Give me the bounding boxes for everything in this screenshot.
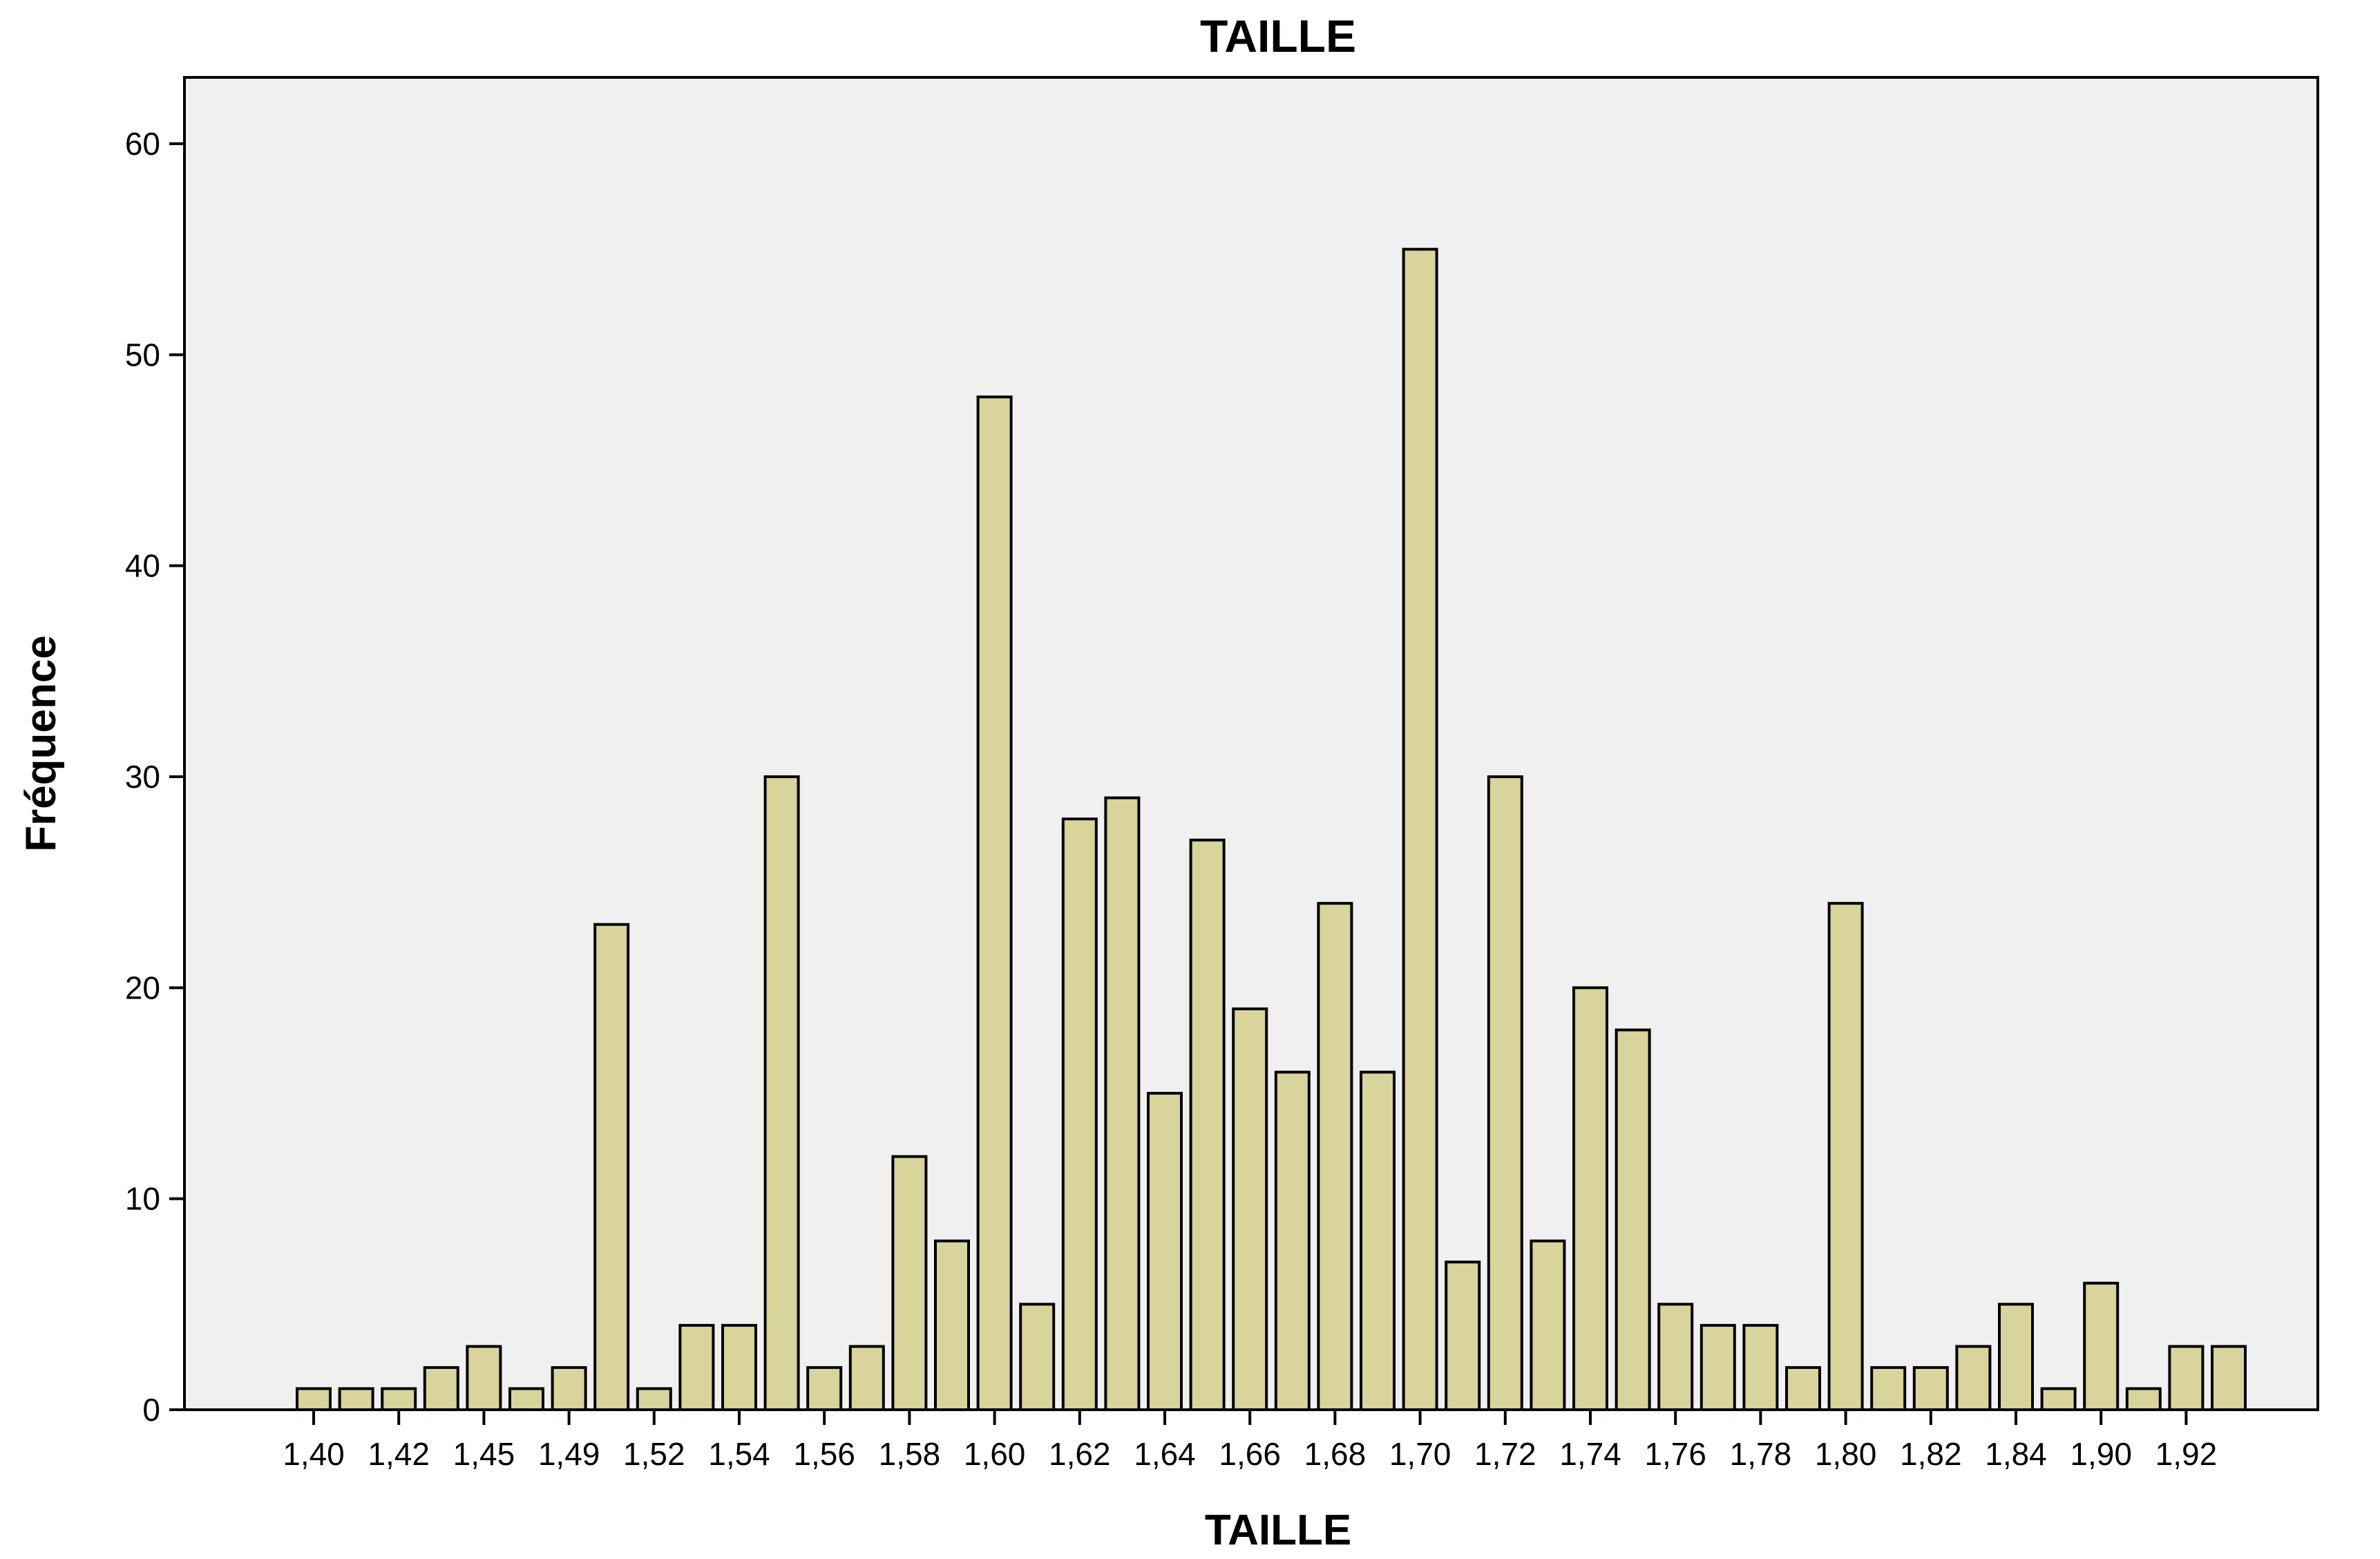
bar: [721, 1323, 757, 1412]
bar: [1317, 902, 1353, 1411]
bar: [2125, 1387, 2162, 1412]
y-tick-label: 30: [125, 759, 160, 795]
x-tick-label: 1,92: [2155, 1436, 2218, 1472]
x-tick-label: 1,66: [1219, 1436, 1281, 1472]
bar: [1700, 1323, 1736, 1412]
bar: [1487, 775, 1523, 1411]
bar: [508, 1387, 544, 1412]
bar: [848, 1345, 885, 1412]
bar: [806, 1366, 843, 1412]
y-tick-label: 0: [142, 1392, 160, 1428]
x-tick-label: 1,60: [964, 1436, 1026, 1472]
bar: [1615, 1028, 1651, 1411]
bar: [1402, 247, 1438, 1412]
bar: [636, 1387, 672, 1412]
x-tick-label: 1,52: [623, 1436, 685, 1472]
bar: [976, 395, 1013, 1411]
y-tick-label: 10: [125, 1181, 160, 1217]
x-tick-label: 1,56: [793, 1436, 855, 1472]
x-tick-label: 1,72: [1474, 1436, 1536, 1472]
bar: [1360, 1070, 1396, 1411]
x-tick-label: 1,80: [1815, 1436, 1877, 1472]
bar: [678, 1323, 715, 1412]
bar: [1998, 1303, 2034, 1412]
bar: [466, 1345, 502, 1412]
x-tick-label: 1,90: [2070, 1436, 2132, 1472]
bar: [1955, 1345, 1992, 1412]
x-tick-label: 1,84: [1985, 1436, 2047, 1472]
x-tick-label: 1,70: [1389, 1436, 1451, 1472]
bar: [423, 1366, 459, 1412]
bar: [1530, 1239, 1566, 1411]
bars: [296, 247, 2247, 1412]
y-axis: 0 10 20 30 40 50 60: [125, 126, 184, 1428]
bar: [2083, 1281, 2120, 1412]
x-tick-label: 1,45: [453, 1436, 515, 1472]
bar: [551, 1366, 587, 1412]
bar: [1061, 818, 1098, 1411]
x-tick-label: 1,82: [1900, 1436, 1962, 1472]
x-axis-title: TAILLE: [1205, 1506, 1351, 1554]
bar: [1274, 1070, 1311, 1411]
x-tick-label: 1,40: [283, 1436, 345, 1472]
bar: [934, 1239, 970, 1411]
bar: [891, 1155, 928, 1411]
bar: [593, 923, 630, 1411]
x-tick-label: 1,54: [708, 1436, 770, 1472]
bar: [381, 1387, 417, 1412]
chart-title: TAILLE: [1200, 10, 1356, 62]
bar: [1019, 1303, 1056, 1412]
bar: [1912, 1366, 1949, 1412]
bar: [1827, 902, 1864, 1411]
x-tick-label: 1,68: [1304, 1436, 1367, 1472]
bar: [1657, 1303, 1694, 1412]
bar: [338, 1387, 374, 1412]
x-tick-label: 1,62: [1049, 1436, 1111, 1472]
bar: [1189, 838, 1226, 1411]
x-tick-label: 1,49: [538, 1436, 600, 1472]
y-axis-title: Fréquence: [17, 635, 65, 852]
y-tick-label: 40: [125, 548, 160, 584]
bar: [1445, 1260, 1481, 1412]
x-axis: 1,40 1,42 1,45 1,49 1,52 1,54 1,56 1,58 1,60 1,62…: [283, 1410, 2217, 1472]
x-tick-label: 1,64: [1134, 1436, 1196, 1472]
bar: [1572, 986, 1608, 1412]
x-tick-label: 1,76: [1644, 1436, 1706, 1472]
x-tick-label: 1,58: [879, 1436, 941, 1472]
y-tick-label: 20: [125, 970, 160, 1005]
bar: [1785, 1366, 1821, 1412]
x-tick-label: 1,42: [368, 1436, 430, 1472]
bar: [2040, 1387, 2077, 1412]
bar: [1232, 1007, 1268, 1412]
bar: [1742, 1323, 1779, 1412]
bar: [763, 775, 800, 1411]
bar: [2168, 1345, 2205, 1412]
x-tick-label: 1,78: [1730, 1436, 1792, 1472]
bar: [296, 1387, 332, 1412]
bar: [2211, 1345, 2247, 1412]
y-tick-label: 60: [125, 126, 160, 162]
y-tick-label: 50: [125, 337, 160, 372]
bar: [1147, 1092, 1183, 1411]
x-tick-label: 1,74: [1559, 1436, 1621, 1472]
bar: [1104, 796, 1141, 1411]
bar: [1870, 1366, 1907, 1412]
